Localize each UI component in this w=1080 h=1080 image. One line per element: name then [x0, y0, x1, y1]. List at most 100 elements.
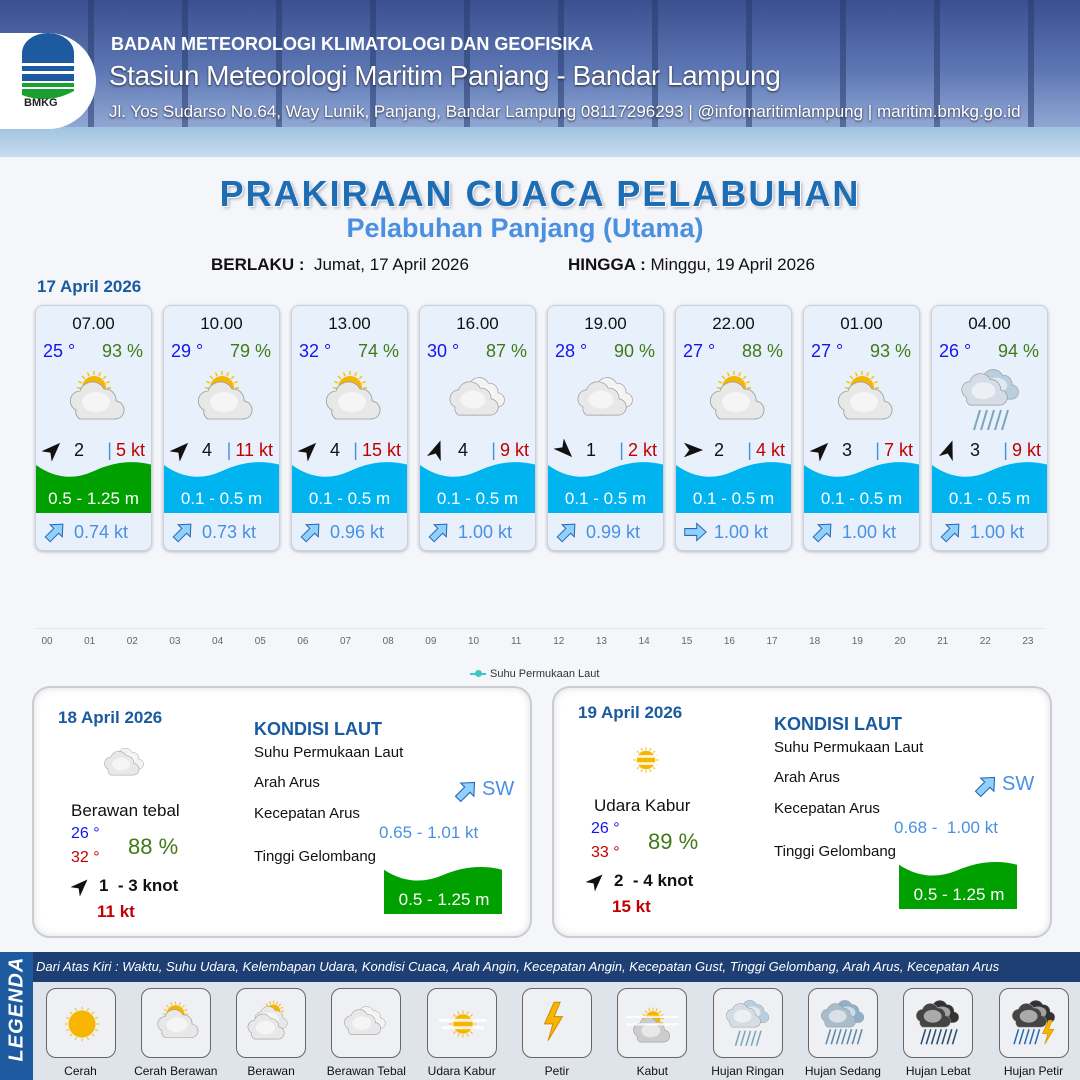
- berawan-tebal-icon: [331, 988, 402, 1058]
- cerah-berawan-icon: [56, 366, 136, 436]
- legend-item: Kabut: [605, 988, 700, 1078]
- sst-axis-tick: 22: [979, 636, 991, 647]
- sst-axis-tick: 08: [382, 636, 394, 647]
- current-direction-icon: [810, 520, 836, 544]
- wind-direction-icon: [938, 439, 960, 462]
- sst-axis-tick: 18: [809, 636, 821, 647]
- current-direction-icon: [452, 778, 480, 804]
- legend-item: Hujan Sedang: [795, 988, 890, 1078]
- forecast-card: 22.00 27 ° 88 % 2 | 4 kt 0.1 - 0.5 m 1.00…: [675, 305, 792, 551]
- current-speed-label: Kecepatan Arus: [254, 805, 360, 822]
- wind-speed: 4: [458, 440, 469, 460]
- current-direction-icon: [298, 520, 324, 544]
- sst-axis-tick: 03: [169, 636, 181, 647]
- wind-speed-range: 2 - 4 knot: [614, 871, 694, 890]
- forecast-card: 16.00 30 ° 87 % 4 | 9 kt 0.1 - 0.5 m 1.00…: [419, 305, 536, 551]
- valid-from: BERLAKU : Jumat, 17 April 2026: [211, 255, 469, 274]
- air-temperature: 32 °: [299, 341, 332, 361]
- wave-height: 0.1 - 0.5 m: [564, 489, 647, 508]
- sst-axis-tick: 06: [297, 636, 309, 647]
- sst-axis-tick: 13: [595, 636, 607, 647]
- current-direction-icon: [42, 520, 68, 544]
- wave-height: 0.1 - 0.5 m: [308, 489, 391, 508]
- cerah-berawan-icon: [824, 366, 904, 436]
- day1-date: 17 April 2026: [37, 277, 142, 296]
- air-temperature: 25 °: [43, 341, 76, 361]
- forecast-card: 10.00 29 ° 79 % 4 | 11 kt 0.1 - 0.5 m 0.7…: [163, 305, 280, 551]
- wave-graphic: [932, 461, 1047, 513]
- legend-item-label: Hujan Lebat: [905, 1064, 971, 1078]
- hujan-petir-icon: [998, 988, 1069, 1058]
- legend-item-label: Hujan Petir: [1003, 1064, 1064, 1078]
- max-temperature: 32 °: [71, 849, 100, 866]
- legend-item: Berawan: [224, 988, 319, 1078]
- cerah-berawan-icon: [184, 366, 264, 436]
- hujan-sedang-icon: [807, 988, 878, 1058]
- wave-height: 0.1 - 0.5 m: [692, 489, 775, 508]
- forecast-card: 19.00 28 ° 90 % 1 | 2 kt 0.1 - 0.5 m 0.99…: [547, 305, 664, 551]
- air-temperature: 27 °: [683, 341, 716, 361]
- weather-condition: Berawan tebal: [71, 801, 180, 820]
- station-address: Jl. Yos Sudarso No.64, Way Lunik, Panjan…: [109, 102, 1021, 121]
- legend-item: Petir: [510, 988, 605, 1078]
- max-temperature: 33 °: [591, 844, 620, 861]
- sst-axis-tick: 11: [510, 636, 522, 647]
- humidity: 89 %: [648, 829, 699, 854]
- current-speed: 1.00 kt: [458, 522, 513, 542]
- sst-axis-tick: 09: [425, 636, 437, 647]
- current-direction-icon: [682, 520, 708, 544]
- sst-label: Suhu Permukaan Laut: [774, 739, 924, 756]
- wind-speed: 3: [970, 440, 981, 460]
- current-speed: 1.00 kt: [714, 522, 769, 542]
- udara-kabur-icon: [426, 988, 497, 1058]
- gust-speed: | 9 kt: [1003, 440, 1041, 460]
- hujan-ringan-icon: [712, 988, 783, 1058]
- sst-axis-tick: 02: [126, 636, 138, 647]
- air-temperature: 29 °: [171, 341, 204, 361]
- wave-graphic: [164, 461, 279, 513]
- forecast-time: 01.00: [840, 314, 883, 333]
- gust-speed: | 2 kt: [619, 440, 657, 460]
- min-temperature: 26 °: [71, 825, 100, 842]
- page-title: PRAKIRAAN CUACA PELABUHAN: [219, 173, 861, 214]
- wind-direction-icon: [70, 876, 91, 897]
- sst-axis-tick: 01: [84, 636, 96, 647]
- current-direction-icon: [554, 520, 580, 544]
- humidity: 93 %: [869, 341, 911, 361]
- valid-to: HINGGA : Minggu, 19 April 2026: [568, 255, 815, 274]
- sst-axis-tick: 15: [681, 636, 693, 647]
- sst-axis-tick: 14: [638, 636, 650, 647]
- humidity: 88 %: [741, 341, 783, 361]
- sst-axis-tick: 04: [212, 636, 224, 647]
- humidity: 87 %: [485, 341, 527, 361]
- sea-condition-title: KONDISI LAUT: [774, 714, 902, 734]
- legend-title: LEGENDA: [5, 956, 28, 1062]
- berawan-tebal-icon: [440, 366, 520, 436]
- agency-name: BADAN METEOROLOGI KLIMATOLOGI DAN GEOFIS…: [111, 34, 594, 54]
- forecast-time: 10.00: [200, 314, 243, 333]
- legend-item: Cerah: [33, 988, 128, 1078]
- sst-label: Suhu Permukaan Laut: [254, 744, 404, 761]
- wind-info: 4 | 9 kt: [426, 439, 531, 462]
- sst-axis-tick: 16: [723, 636, 735, 647]
- legend-item-label: Cerah: [64, 1064, 97, 1078]
- weather-condition: Udara Kabur: [594, 796, 691, 815]
- berawan-tebal-icon: [96, 740, 156, 790]
- wave-height: 0.5 - 1.25 m: [48, 489, 139, 508]
- current-direction-icon: [938, 520, 964, 544]
- wind-direction-icon: [297, 439, 320, 462]
- sst-axis-tick: 17: [766, 636, 778, 647]
- gust-speed: | 11 kt: [226, 440, 273, 460]
- wave-graphic: [292, 461, 407, 513]
- legend-item: Hujan Ringan: [700, 988, 795, 1078]
- sst-legend[interactable]: Suhu Permukaan Laut: [470, 668, 599, 680]
- daily-date: 19 April 2026: [578, 703, 683, 722]
- cerah-berawan-icon: [140, 988, 211, 1058]
- wind-info: 4 | 11 kt: [169, 439, 275, 462]
- wave-graphic: [676, 461, 791, 513]
- current-direction-icon: [170, 520, 196, 544]
- wind-info: 2 | 4 kt: [682, 439, 787, 461]
- legend-item: Udara Kabur: [414, 988, 509, 1078]
- forecast-card: 01.00 27 ° 93 % 3 | 7 kt 0.1 - 0.5 m 1.00…: [803, 305, 920, 551]
- udara-kabur-icon: [616, 735, 676, 785]
